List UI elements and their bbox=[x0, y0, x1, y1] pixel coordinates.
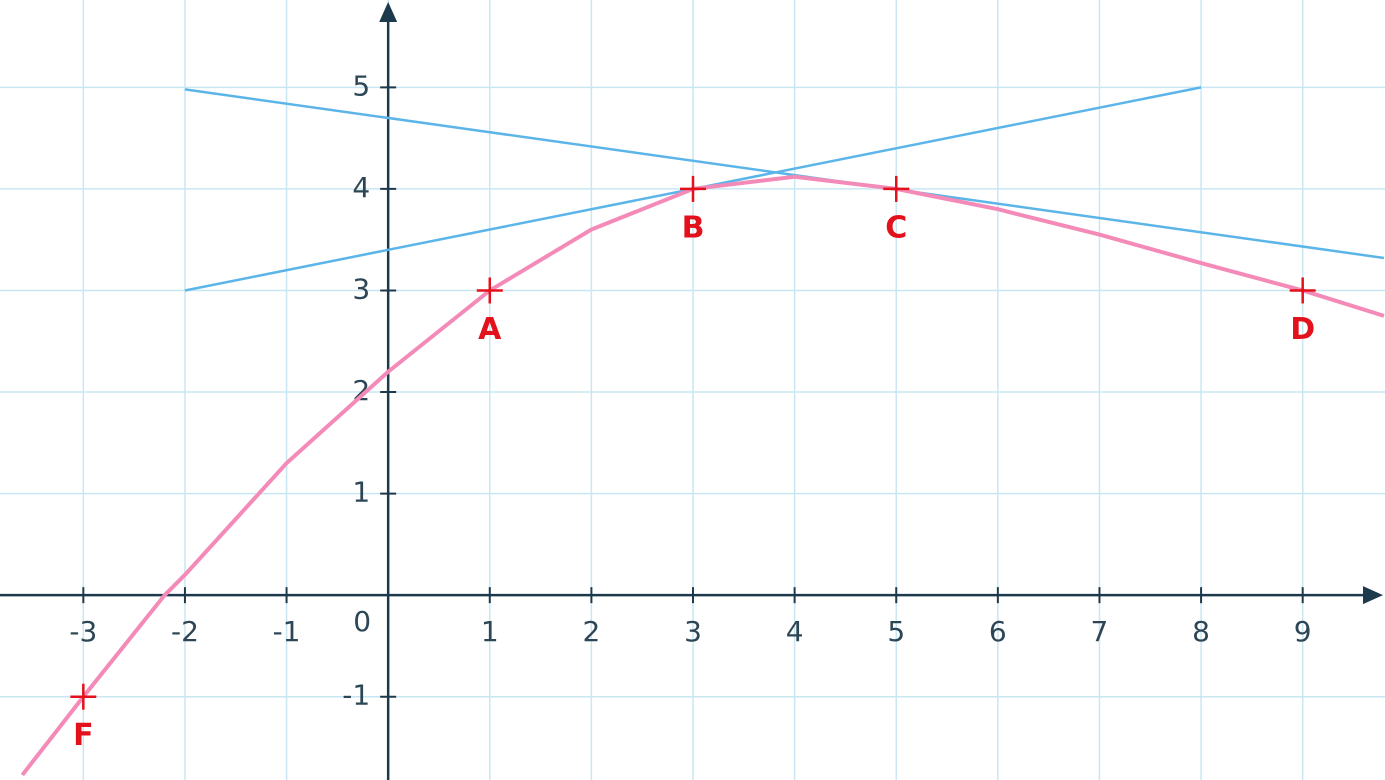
x-tick-label: 9 bbox=[1294, 615, 1312, 648]
y-arrow bbox=[379, 2, 398, 22]
y-tick-label: 1 bbox=[352, 476, 370, 509]
x-tick-label: 3 bbox=[684, 615, 702, 648]
point-label: F bbox=[73, 718, 94, 753]
x-tick-label: 5 bbox=[887, 615, 905, 648]
x-tick-label: 1 bbox=[481, 615, 499, 648]
y-tick-label: 4 bbox=[352, 171, 370, 204]
x-tick-label: 7 bbox=[1091, 615, 1109, 648]
point bbox=[1289, 277, 1316, 304]
tangent-line bbox=[184, 88, 1385, 260]
point-label: B bbox=[682, 210, 705, 245]
x-tick-label: 2 bbox=[582, 615, 600, 648]
x-tick-label: -3 bbox=[69, 615, 97, 648]
x-tick-label: 0 bbox=[353, 605, 371, 638]
x-tick-label: 4 bbox=[786, 615, 804, 648]
point bbox=[476, 277, 503, 304]
x-tick-label: 8 bbox=[1192, 615, 1210, 648]
x-arrow bbox=[1363, 586, 1383, 605]
y-tick-label: 3 bbox=[352, 272, 370, 305]
point bbox=[70, 683, 97, 710]
y-tick-label: -1 bbox=[342, 679, 370, 712]
point bbox=[680, 175, 707, 202]
x-tick-label: -2 bbox=[171, 615, 199, 648]
curve bbox=[20, 174, 1385, 777]
x-tick-label: -1 bbox=[273, 615, 301, 648]
x-tick-label: 6 bbox=[989, 615, 1007, 648]
point-label: D bbox=[1290, 312, 1315, 347]
point-label: C bbox=[885, 210, 907, 245]
point bbox=[883, 175, 910, 202]
point-label: A bbox=[478, 312, 502, 347]
y-tick-label: 5 bbox=[352, 69, 370, 102]
